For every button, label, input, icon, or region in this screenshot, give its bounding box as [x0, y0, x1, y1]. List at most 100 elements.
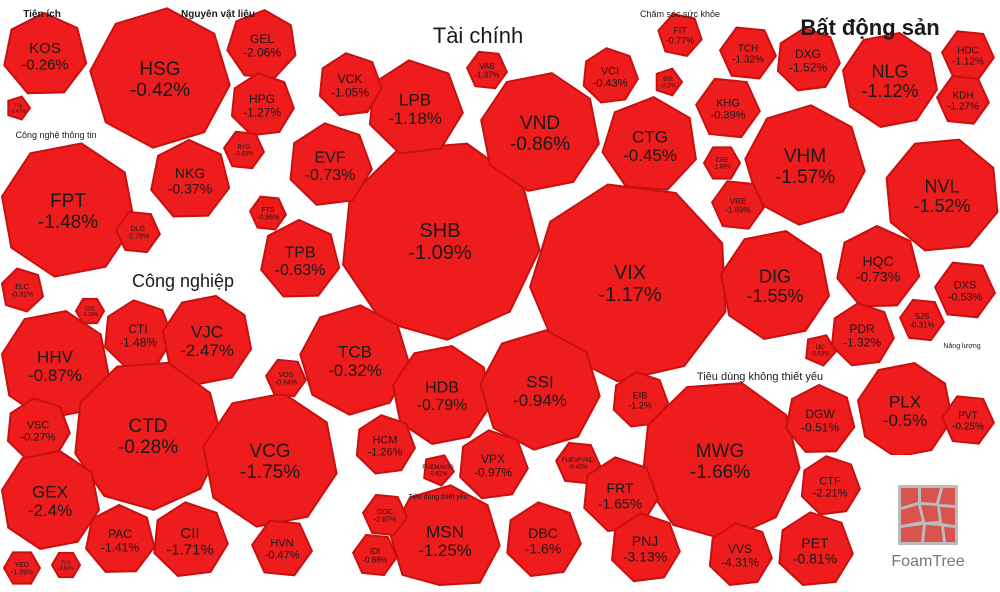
- treemap-cell-ssi[interactable]: [479, 329, 601, 451]
- cell-change-label: -1.6%: [525, 540, 562, 556]
- treemap-cell-dxs[interactable]: [933, 261, 997, 319]
- cell-ticker-label: NLG: [871, 61, 908, 81]
- treemap-cell-cii[interactable]: [153, 501, 229, 578]
- treemap-cell-pdr[interactable]: [830, 302, 895, 367]
- cell-ticker-label: TTA: [13, 103, 23, 109]
- foamtree-logo-icon: [898, 485, 958, 545]
- treemap-cell-vjc[interactable]: [161, 294, 253, 386]
- treemap-cell-vpx[interactable]: [459, 429, 529, 500]
- cell-ticker-label: VCG: [249, 441, 290, 462]
- cell-change-label: -1.32%: [732, 55, 764, 66]
- treemap-cell-ctd[interactable]: [74, 361, 224, 511]
- treemap-cell-pet[interactable]: [778, 511, 854, 587]
- treemap-cell-hcm[interactable]: [355, 414, 417, 475]
- treemap-cell-evf[interactable]: [289, 122, 373, 206]
- cell-ticker-label: PET: [801, 535, 829, 551]
- treemap-cell-nvl[interactable]: [885, 138, 999, 252]
- cell-ticker-label: DXG: [795, 47, 821, 61]
- treemap-cell-hdb[interactable]: [391, 344, 493, 446]
- cell-change-label: -0.45%: [623, 146, 677, 165]
- cell-change-label: -0.39%: [711, 109, 746, 121]
- cell-ticker-label: IJC: [816, 345, 826, 351]
- cell-ticker-label: OGC: [377, 509, 393, 516]
- treemap-cell-fts[interactable]: [248, 195, 288, 231]
- treemap-cell-pvt[interactable]: [940, 395, 996, 445]
- treemap-cell-fuemav30[interactable]: [423, 454, 456, 487]
- treemap-cell-tpb[interactable]: [260, 218, 341, 298]
- group-label: Chăm sóc sức khỏe: [639, 9, 721, 19]
- cell-change-label: -0.73%: [305, 167, 356, 184]
- treemap-cell-dbc[interactable]: [506, 501, 582, 578]
- treemap-cell-vcg[interactable]: [202, 392, 338, 528]
- group-label: Tài chính: [432, 23, 524, 48]
- treemap-cell-dlg[interactable]: [114, 210, 162, 254]
- treemap-cell-pnj[interactable]: [611, 512, 681, 583]
- treemap-cell-dgw[interactable]: [785, 383, 856, 453]
- treemap-cell-tcb[interactable]: [299, 304, 411, 416]
- group-label: Tiêu dùng thiết yếu: [408, 494, 468, 501]
- treemap-cell-dig[interactable]: [720, 230, 830, 340]
- cell-change-label: -1.09%: [408, 242, 472, 264]
- cell-change-label: -1.65%: [598, 495, 642, 511]
- treemap-cell-vix[interactable]: [529, 183, 727, 383]
- cell-change-label: -0.62%: [428, 472, 448, 478]
- treemap-cell-elc[interactable]: [0, 267, 45, 313]
- cell-ticker-label: CTG: [632, 127, 668, 146]
- treemap-cell-hsg[interactable]: [89, 7, 231, 149]
- treemap-cell-idi[interactable]: [351, 533, 399, 577]
- treemap-cell-cre[interactable]: [702, 146, 742, 180]
- treemap-cell-cdc[interactable]: [74, 297, 106, 325]
- cell-ticker-label: CII: [180, 525, 199, 542]
- treemap-cell-vre[interactable]: [710, 180, 766, 230]
- cell-change-label: -0.27%: [21, 431, 56, 443]
- cell-ticker-label: ELC: [15, 284, 29, 291]
- treemap-cell-khg[interactable]: [695, 77, 761, 139]
- treemap-cell-tlg[interactable]: [50, 551, 82, 579]
- cell-change-label: -1.66%: [690, 462, 750, 483]
- treemap-cell-vci[interactable]: [582, 47, 640, 104]
- treemap-cell-tch[interactable]: [718, 26, 778, 80]
- treemap-cell-vos[interactable]: [264, 358, 308, 398]
- cell-ticker-label: NVL: [924, 176, 959, 196]
- cell-ticker-label: CTD: [128, 416, 167, 437]
- treemap-cell-vhm[interactable]: [744, 104, 866, 226]
- treemap-cell-fpt[interactable]: [0, 142, 136, 278]
- treemap-cell-yeg[interactable]: [2, 551, 42, 585]
- cell-ticker-label: FTS: [261, 207, 275, 214]
- cell-ticker-label: SHB: [419, 220, 460, 242]
- treemap-cell-tta[interactable]: [7, 95, 32, 121]
- treemap-cell-plx[interactable]: [856, 361, 954, 459]
- treemap-cell-nkg[interactable]: [150, 138, 231, 218]
- treemap-cell-bsi[interactable]: [655, 67, 684, 97]
- treemap-cell-hhv[interactable]: [0, 310, 110, 420]
- group-label: Năng lượng: [943, 343, 981, 350]
- treemap-cell-vvs[interactable]: [708, 522, 773, 587]
- cell-change-label: -1.75%: [240, 462, 300, 483]
- cell-ticker-label: TCB: [338, 342, 372, 361]
- cell-change-label: -0.43%: [593, 77, 628, 89]
- treemap-cell-kos[interactable]: [3, 11, 88, 95]
- treemap-cell-ryg[interactable]: [222, 130, 266, 170]
- treemap-cell-vab[interactable]: [465, 50, 509, 90]
- treemap-cell-ijc[interactable]: [805, 334, 838, 367]
- treemap-cell-nlg[interactable]: [841, 31, 939, 129]
- treemap-cell-vck[interactable]: [318, 52, 383, 117]
- treemap-cell-ctg[interactable]: [601, 95, 697, 191]
- treemap-cell-pac[interactable]: [85, 503, 156, 573]
- cell-change-label: -1.27%: [947, 102, 979, 113]
- treemap-cell-fit[interactable]: [657, 13, 703, 57]
- cell-change-label: -1.27%: [243, 105, 281, 119]
- cell-ticker-label: PVT: [958, 411, 977, 422]
- treemap-cell-sjs[interactable]: [898, 298, 946, 342]
- treemap-cell-hvn[interactable]: [250, 519, 314, 577]
- treemap-cell-vnd[interactable]: [480, 72, 600, 192]
- cell-ticker-label: DIG: [759, 266, 791, 286]
- treemap-cell-hqc[interactable]: [836, 224, 921, 308]
- treemap-cell-dxg[interactable]: [776, 27, 841, 92]
- treemap-cell-gex[interactable]: [0, 449, 101, 551]
- treemap-cell-hpg[interactable]: [230, 72, 295, 137]
- treemap-cell-kdh[interactable]: [935, 75, 991, 125]
- treemap-cell-ctf[interactable]: [800, 455, 862, 516]
- cell-change-label: -0.88%: [362, 556, 387, 565]
- treemap-cell-ogc[interactable]: [361, 493, 409, 537]
